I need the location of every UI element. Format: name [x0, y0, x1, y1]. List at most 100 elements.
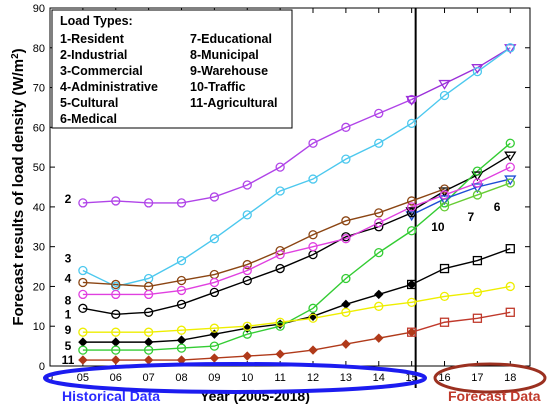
data-point — [374, 289, 384, 300]
data-point — [505, 307, 515, 317]
data-point — [505, 178, 515, 188]
data-point — [438, 195, 451, 206]
legend: Load Types: 1-Resident 2-Industrial 3-Comme… — [51, 9, 293, 129]
y-tick-label: 50 — [33, 162, 45, 174]
series-label-11: 11 — [62, 353, 75, 367]
data-point — [111, 279, 121, 290]
data-point — [78, 303, 88, 313]
data-point — [341, 307, 351, 317]
data-point — [374, 247, 384, 258]
series-line-11f — [411, 311, 511, 333]
data-point — [78, 265, 88, 276]
data-point — [78, 345, 88, 355]
data-point — [275, 349, 285, 359]
y-tick-label: 10 — [33, 321, 45, 333]
series-line-3 — [82, 47, 511, 288]
data-point — [176, 325, 187, 335]
data-point — [275, 162, 285, 172]
data-point — [406, 226, 417, 236]
data-point — [472, 66, 483, 77]
series-label-5: 5 — [65, 339, 72, 353]
y-axis-label-sup: 2 — [10, 53, 21, 59]
data-point — [308, 242, 318, 252]
data-point — [472, 166, 483, 176]
series-label-1: 1 — [65, 307, 72, 321]
data-point — [406, 208, 417, 218]
data-point — [308, 313, 318, 323]
data-point — [143, 289, 154, 300]
data-point — [176, 299, 187, 309]
data-point — [143, 307, 154, 317]
series-label-7: 7 — [467, 210, 474, 224]
series-label-4: 4 — [65, 271, 72, 285]
x-tick-label: 0 — [47, 372, 53, 384]
y-tick-label: 60 — [33, 122, 45, 134]
y-axis-label: Forecast results of load density (W/m2) — [10, 48, 28, 325]
data-point — [439, 291, 450, 302]
data-point — [275, 317, 285, 327]
series-label-3: 3 — [65, 252, 72, 266]
data-point — [78, 337, 88, 347]
forecast-label: Forecast Data — [448, 388, 541, 404]
y-tick-label: 30 — [33, 242, 45, 254]
data-point — [176, 255, 187, 266]
x-tick-label: 16 — [438, 372, 450, 384]
data-point — [176, 275, 187, 286]
data-point — [242, 210, 252, 220]
data-point — [406, 196, 417, 206]
data-point — [176, 335, 187, 345]
data-point — [504, 44, 517, 55]
data-point — [374, 301, 384, 311]
data-point — [341, 122, 351, 132]
legend-title: Load Types: — [60, 14, 133, 28]
data-point — [275, 321, 285, 331]
data-point — [406, 279, 417, 290]
data-point — [341, 273, 351, 284]
series-line-10 — [82, 166, 511, 296]
data-point — [143, 345, 154, 355]
data-point — [111, 355, 121, 365]
x-tick-label: 11 — [274, 372, 285, 384]
data-point — [505, 43, 515, 53]
data-point — [439, 184, 450, 194]
legend-entry: 4-Administrative — [60, 80, 158, 94]
data-point — [275, 245, 285, 256]
data-point — [209, 341, 220, 351]
legend-entry: 10-Traffic — [190, 80, 246, 94]
data-point — [471, 171, 484, 182]
historical-label: Historical Data — [62, 388, 160, 404]
series-line-9 — [82, 285, 511, 333]
x-tick-label: 07 — [143, 372, 155, 384]
data-point — [405, 95, 418, 106]
data-point — [143, 337, 154, 347]
data-point — [406, 279, 417, 290]
data-point — [275, 249, 285, 260]
x-tick-label: 13 — [340, 372, 352, 384]
data-point — [111, 327, 121, 337]
data-point — [374, 138, 384, 148]
data-point — [341, 299, 351, 310]
data-point — [341, 216, 351, 226]
legend-entry: 11-Agricultural — [190, 96, 278, 110]
data-point — [472, 190, 483, 200]
data-point — [111, 289, 121, 300]
data-point — [209, 323, 220, 333]
historical-ellipse — [43, 362, 427, 394]
data-point — [242, 275, 252, 286]
data-point — [78, 355, 88, 365]
data-point — [209, 277, 220, 288]
y-tick-label: 20 — [33, 281, 45, 293]
data-point — [176, 198, 187, 208]
y-tick-label: 0 — [39, 361, 45, 373]
series-label-10: 10 — [431, 220, 445, 234]
legend-entry: 8-Municipal — [190, 48, 259, 62]
data-point — [341, 234, 351, 244]
data-point — [472, 313, 483, 323]
legend-entry: 2-Industrial — [60, 48, 127, 62]
y-tick-label: 90 — [33, 3, 45, 15]
legend-entry: 3-Commercial — [60, 64, 143, 78]
legend-entry: 9-Warehouse — [190, 64, 268, 78]
x-tick-label: 14 — [373, 372, 385, 384]
series-markers — [78, 43, 517, 365]
